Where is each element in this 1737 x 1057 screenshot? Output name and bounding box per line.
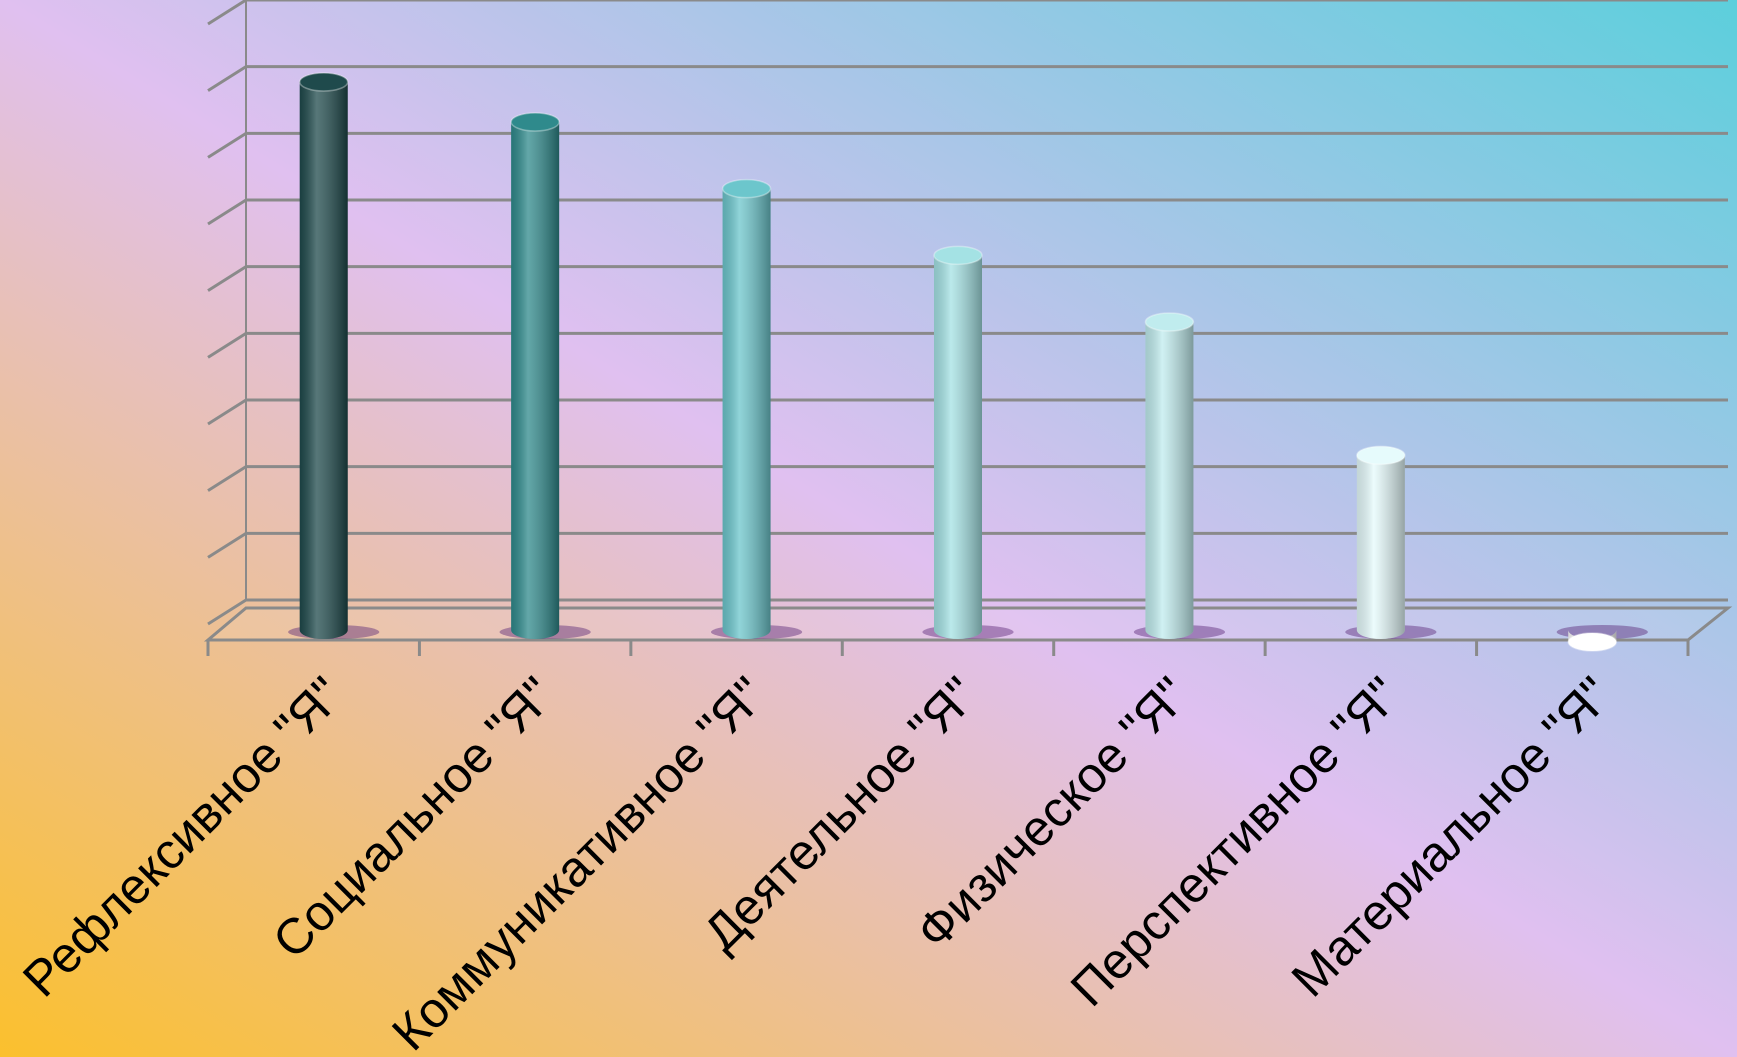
- bar-shading: [722, 188, 771, 639]
- bar-shading: [1145, 322, 1194, 639]
- bars: [288, 72, 1648, 652]
- gridline-depth-tick: [207, 65, 247, 92]
- gridline-depth-tick: [207, 0, 247, 26]
- gridline-depth-tick: [207, 132, 247, 159]
- gridline-depth-tick: [207, 598, 247, 626]
- bar-top: [1567, 632, 1618, 652]
- bar: [1556, 625, 1648, 652]
- bar-shading: [1356, 455, 1405, 639]
- bar-shading: [299, 82, 348, 639]
- bar-top: [298, 72, 349, 92]
- gridline-depth-tick: [207, 398, 247, 426]
- bar-top: [510, 112, 560, 132]
- bar-top: [1356, 445, 1406, 466]
- bar: [922, 245, 1014, 640]
- gridline-depth-tick: [207, 332, 247, 359]
- bar: [288, 72, 380, 639]
- bar: [499, 112, 591, 639]
- bar: [710, 178, 803, 639]
- bar-shading: [934, 255, 982, 640]
- gridline-depth-tick: [207, 198, 247, 226]
- bar: [1133, 312, 1226, 639]
- bar-shading: [511, 122, 560, 639]
- gridline-depth-tick: [207, 465, 247, 492]
- bar-top: [933, 245, 983, 266]
- gridlines: [207, 0, 1728, 626]
- bar: [1345, 445, 1437, 639]
- gridline-depth-tick: [207, 532, 247, 559]
- bar-top: [721, 178, 772, 199]
- gridline-depth-tick: [207, 265, 247, 292]
- bar-top: [1144, 312, 1195, 332]
